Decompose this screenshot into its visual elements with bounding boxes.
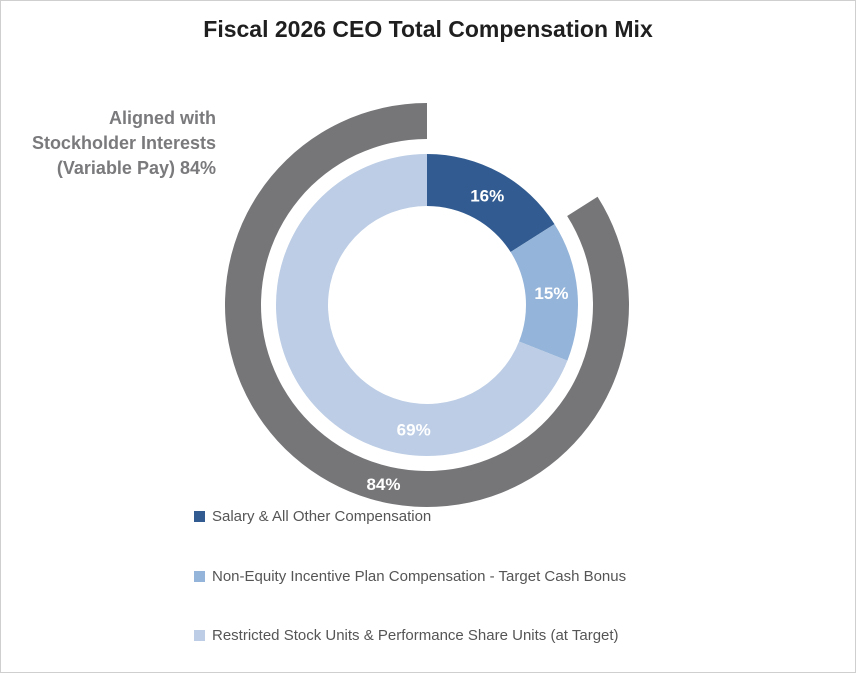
chart-title: Fiscal 2026 CEO Total Compensation Mix <box>203 16 653 42</box>
legend-label-cash-bonus: Non-Equity Incentive Plan Compensation -… <box>212 568 627 585</box>
legend-item-salary: Salary & All Other Compensation <box>194 508 431 525</box>
outer-ring-annotation: Aligned with Stockholder Interests (Vari… <box>31 108 216 178</box>
legend-item-stock-units: Restricted Stock Units & Performance Sha… <box>194 627 619 644</box>
inner-slice-salary <box>427 154 555 252</box>
inner-slice-cash-bonus <box>510 224 578 361</box>
inner-slice-label-cash-bonus: 15% <box>534 284 568 303</box>
inner-slice-stock-units <box>275 154 568 457</box>
outer-ring-value-label: 84% <box>366 475 400 494</box>
inner-slice-label-salary: 16% <box>470 186 504 205</box>
legend-swatch-salary <box>194 511 205 522</box>
legend-swatch-cash-bonus <box>194 571 205 582</box>
legend-swatch-stock-units <box>194 630 205 641</box>
legend-item-cash-bonus: Non-Equity Incentive Plan Compensation -… <box>194 568 626 585</box>
legend-label-salary: Salary & All Other Compensation <box>212 508 432 525</box>
inner-slice-label-stock-units: 69% <box>397 420 431 439</box>
legend-label-stock-units: Restricted Stock Units & Performance Sha… <box>212 627 619 644</box>
